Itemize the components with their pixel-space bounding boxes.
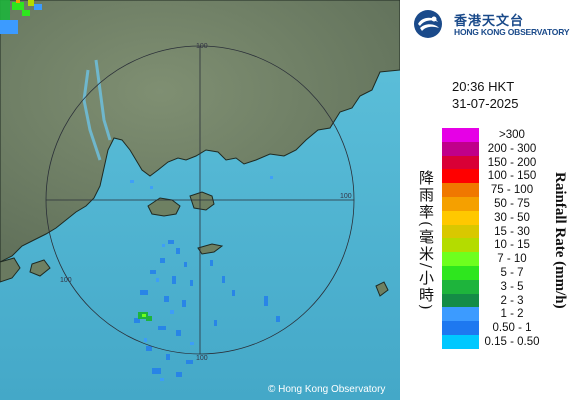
legend-swatch	[442, 321, 479, 336]
copyright-text: © Hong Kong Observatory	[268, 384, 386, 395]
legend-row: 75 - 100	[442, 183, 577, 198]
observatory-logo: 香港天文台 HONG KONG OBSERVATORY	[412, 8, 574, 42]
small-island	[197, 243, 224, 255]
rainfall-legend: >300 200 - 300 150 - 200 100 - 150 75 - 100 5…	[442, 128, 577, 349]
range-ring-labels: 100 100 100 100	[60, 43, 352, 362]
range-label: 100	[196, 355, 208, 362]
legend-row: 0.15 - 0.50	[442, 334, 577, 349]
legend-label: 3 - 5	[500, 280, 524, 293]
legend-swatch	[442, 141, 479, 156]
legend-row: 100 - 150	[442, 169, 577, 184]
legend-label: 5 - 7	[500, 266, 524, 279]
logo-name-en: HONG KONG OBSERVATORY	[454, 27, 570, 37]
legend-row: 1 - 2	[442, 307, 577, 322]
timestamp-time: 20:36 HKT	[452, 79, 515, 94]
legend-label: 75 - 100	[490, 184, 534, 197]
legend-row: 15 - 30	[442, 224, 577, 239]
legend-label: 10 - 15	[494, 239, 530, 252]
legend-swatch	[442, 252, 479, 267]
west-coast	[0, 257, 21, 283]
legend-row: 7 - 10	[442, 252, 577, 267]
legend-swatch	[442, 265, 479, 280]
legend-row: 150 - 200	[442, 155, 577, 170]
legend-row: 5 - 7	[442, 265, 577, 280]
range-label: 100	[340, 193, 352, 200]
lantau-island	[147, 197, 181, 217]
legend-swatch	[442, 155, 479, 170]
legend-row: 200 - 300	[442, 141, 577, 156]
legend-row: 2 - 3	[442, 293, 577, 308]
legend-panel: 香港天文台 HONG KONG OBSERVATORY 20:36 HKT 31…	[400, 0, 577, 400]
hko-logo-icon	[414, 10, 442, 38]
legend-label: 0.15 - 0.50	[484, 335, 540, 348]
range-rings	[45, 45, 355, 355]
legend-label: 15 - 30	[494, 225, 530, 238]
legend-swatch	[442, 210, 479, 225]
range-label: 100	[60, 277, 72, 284]
hk-island	[189, 191, 215, 211]
legend-label: 2 - 3	[500, 294, 524, 307]
radar-map-svg: 100 100 100 100	[0, 0, 401, 400]
legend-label: 150 - 200	[487, 156, 537, 169]
legend-swatch	[442, 128, 479, 142]
legend-row: 50 - 75	[442, 196, 577, 211]
legend-label: >300	[499, 129, 525, 141]
legend-swatch	[442, 183, 479, 198]
small-island	[29, 259, 51, 277]
legend-swatch	[442, 334, 479, 349]
logo-name-zh: 香港天文台	[454, 13, 525, 28]
pearl-river	[82, 59, 112, 161]
legend-label: 7 - 10	[497, 253, 527, 266]
legend-label: 50 - 75	[494, 197, 530, 210]
legend-label: 0.50 - 1	[492, 322, 532, 335]
legend-swatch	[442, 307, 479, 322]
radar-map: 100 100 100 100 © Hong Kong Observatory	[0, 0, 401, 400]
legend-row: >300	[442, 128, 577, 142]
legend-row: 3 - 5	[442, 279, 577, 294]
legend-row: 30 - 50	[442, 210, 577, 225]
legend-label: 200 - 300	[487, 142, 537, 155]
legend-swatch	[442, 279, 479, 294]
legend-row: 0.50 - 1	[442, 321, 577, 336]
small-island	[375, 281, 389, 297]
legend-label: 30 - 50	[494, 211, 530, 224]
legend-swatch	[442, 169, 479, 184]
legend-row: 10 - 15	[442, 238, 577, 253]
legend-label: 1 - 2	[500, 308, 524, 321]
legend-swatch	[442, 224, 479, 239]
axis-title-zh: 降雨率(毫米/小時)	[417, 170, 435, 312]
legend-swatch	[442, 238, 479, 253]
legend-swatch	[442, 293, 479, 308]
legend-label: 100 - 150	[487, 170, 537, 183]
rain-echoes	[0, 0, 280, 381]
range-label: 100	[196, 43, 208, 50]
timestamp-date: 31-07-2025	[452, 96, 519, 111]
legend-swatch	[442, 196, 479, 211]
axis-title-en: Rainfall Rate (mm/h)	[552, 172, 568, 309]
